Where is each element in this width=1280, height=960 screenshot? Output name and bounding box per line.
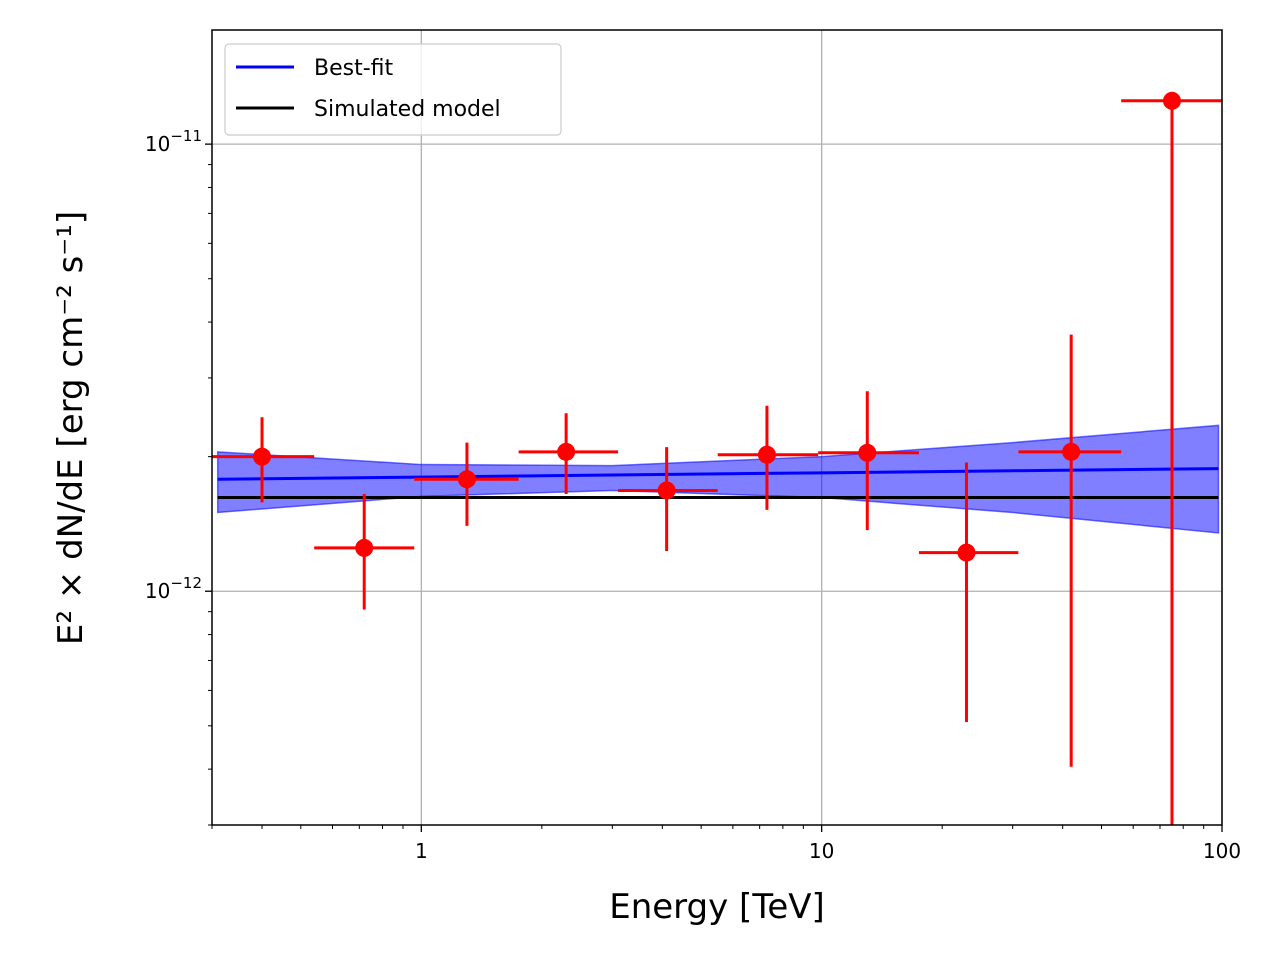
point-marker: [957, 543, 976, 562]
data-point: [618, 447, 718, 552]
data-point: [818, 391, 919, 531]
point-marker: [1062, 442, 1081, 461]
point-marker: [557, 442, 576, 461]
legend-label-best-fit: Best-fit: [314, 56, 394, 81]
point-marker: [657, 481, 676, 500]
point-marker: [355, 538, 374, 557]
x-axis-title: Energy [TeV]: [609, 887, 825, 927]
point-marker: [457, 470, 476, 489]
data-point: [314, 493, 415, 610]
data-point: [1018, 334, 1122, 767]
data-points-layer: [212, 91, 1222, 825]
x-tick-label: 100: [1203, 839, 1241, 863]
point-marker: [1162, 91, 1181, 110]
x-tick-label: 10: [809, 839, 834, 863]
legend-label-simulated-model: Simulated model: [314, 97, 501, 122]
y-tick-label: 10−12: [145, 574, 202, 603]
plot-frame: [211, 29, 1223, 826]
point-marker: [858, 443, 877, 462]
point-marker: [253, 447, 272, 466]
x-tick-label: 1: [415, 839, 428, 863]
point-marker: [757, 445, 776, 464]
ticks: 1 10 100 10−12 10−11: [145, 127, 1241, 863]
y-axis-title: E² × dN/dE [erg cm⁻² s⁻¹]: [51, 211, 91, 645]
data-point: [918, 462, 1019, 722]
data-point: [518, 413, 619, 494]
y-tick-label: 10−11: [145, 127, 202, 156]
model-lines-layer: [217, 467, 1219, 500]
data-point: [717, 405, 819, 510]
legend-box: [224, 43, 562, 136]
legend: Best-fit Simulated model: [224, 43, 562, 136]
best-fit-line: [217, 467, 1219, 481]
data-point: [1121, 91, 1222, 825]
data-point: [414, 442, 519, 526]
data-point: [212, 417, 315, 503]
